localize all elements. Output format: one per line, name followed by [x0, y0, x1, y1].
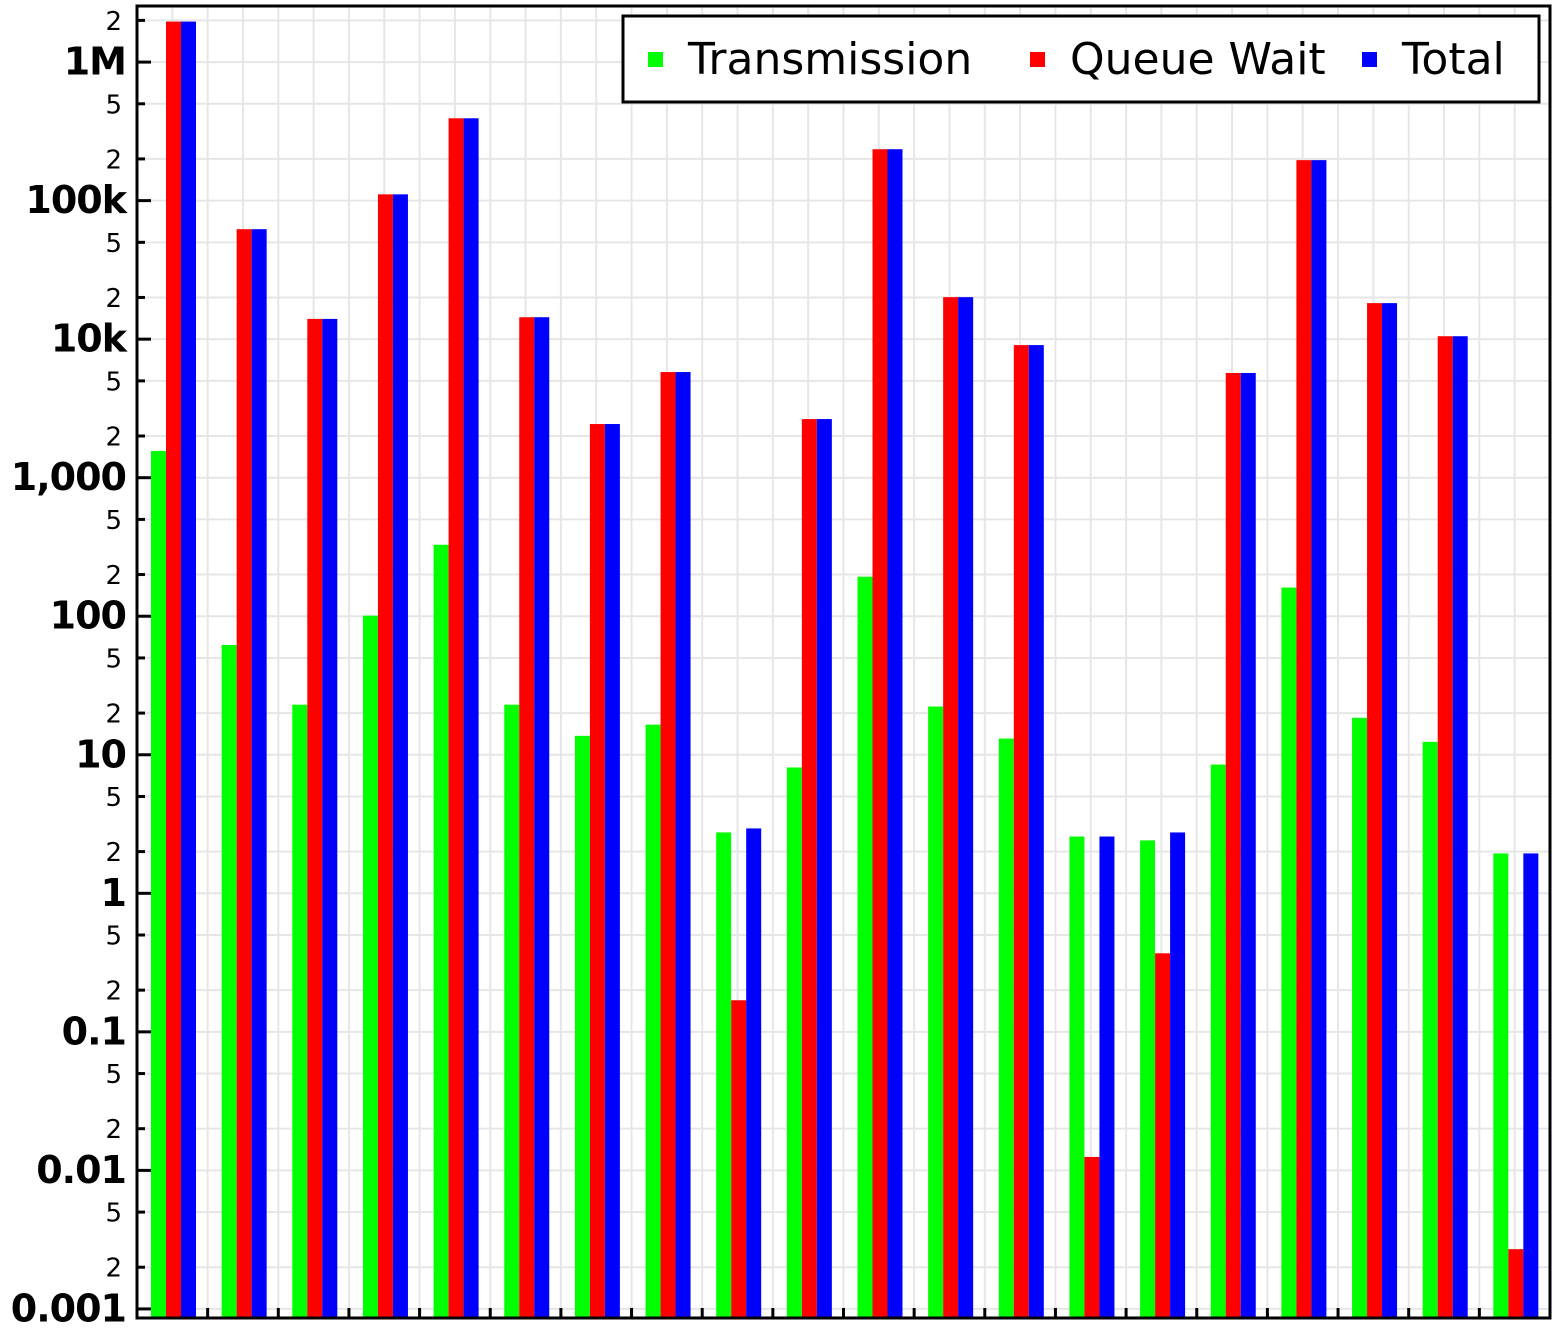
bar — [181, 21, 196, 1318]
bar — [1422, 741, 1438, 1318]
bar — [1311, 160, 1327, 1318]
bar — [1099, 836, 1115, 1318]
bar — [433, 544, 449, 1318]
bar — [574, 735, 590, 1318]
y-tick-label: 1 — [101, 871, 126, 915]
bar — [448, 118, 464, 1319]
bar — [392, 194, 408, 1318]
bar — [731, 1000, 747, 1318]
y-tick-label: 2 — [105, 284, 122, 314]
y-tick-label: 5 — [105, 367, 122, 397]
bar — [151, 450, 166, 1318]
bar — [816, 419, 832, 1318]
bar — [1452, 336, 1468, 1319]
y-tick-label: 5 — [105, 90, 122, 120]
bar — [1013, 345, 1029, 1319]
bar — [463, 118, 479, 1319]
bar — [322, 318, 338, 1318]
bar — [1493, 853, 1509, 1318]
bar — [786, 767, 802, 1318]
y-tick-label: 5 — [105, 1199, 122, 1229]
legend-marker — [1030, 52, 1045, 67]
legend-label: Total — [1401, 34, 1505, 85]
bar — [887, 149, 903, 1319]
y-tick-label: 2 — [105, 977, 122, 1007]
bar — [1155, 953, 1171, 1318]
legend-label: Queue Wait — [1070, 34, 1326, 85]
y-tick-label: 2 — [105, 1115, 122, 1145]
y-tick-label: 1,000 — [11, 455, 126, 499]
bar — [716, 832, 732, 1318]
y-tick-label: 2 — [105, 561, 122, 591]
bar — [998, 738, 1014, 1318]
y-tick-label: 10 — [75, 732, 126, 776]
y-tick-label: 5 — [105, 229, 122, 259]
y-tick-label: 100k — [25, 178, 127, 222]
y-tick-label: 5 — [105, 922, 122, 952]
bar — [857, 576, 873, 1318]
y-tick-label: 0.01 — [36, 1148, 126, 1192]
bar — [534, 317, 550, 1318]
bar — [958, 297, 974, 1319]
bar — [221, 644, 237, 1318]
bar — [604, 424, 620, 1318]
y-tick-label: 2 — [105, 422, 122, 452]
y-tick-label: 2 — [105, 7, 122, 37]
bar — [1069, 836, 1085, 1318]
y-tick-label: 1M — [64, 40, 126, 84]
legend-box — [621, 14, 1541, 104]
bar — [1508, 1249, 1524, 1318]
bar — [1225, 372, 1241, 1319]
y-tick-label: 5 — [105, 783, 122, 813]
bar — [872, 149, 888, 1319]
legend-marker — [648, 52, 663, 67]
y-tick-label: 5 — [105, 506, 122, 536]
y-tick-label: 0.001 — [11, 1286, 126, 1330]
bar — [251, 229, 267, 1318]
bar — [1240, 372, 1256, 1319]
bar — [1296, 160, 1312, 1318]
plot-frame — [135, 4, 1552, 1320]
bar — [307, 318, 323, 1318]
bar — [675, 372, 691, 1318]
bar — [928, 706, 944, 1318]
y-tick-label: 100 — [50, 594, 126, 638]
bar — [1210, 764, 1226, 1318]
bar — [1084, 1156, 1100, 1318]
bar — [1367, 303, 1383, 1318]
y-tick-label: 2 — [105, 145, 122, 175]
y-tick-label: 10k — [51, 317, 128, 361]
bar — [166, 21, 181, 1318]
legend-marker — [1362, 52, 1377, 67]
bar — [292, 704, 308, 1318]
y-tick-label: 5 — [105, 644, 122, 674]
bar — [519, 317, 535, 1318]
y-tick-label: 2 — [105, 1254, 122, 1284]
bar — [660, 372, 676, 1318]
y-tick-label: 2 — [105, 700, 122, 730]
bar — [801, 419, 817, 1318]
bar — [1382, 303, 1398, 1318]
bar — [1170, 832, 1186, 1318]
bar — [589, 424, 605, 1318]
bar — [1140, 840, 1156, 1318]
bar — [1523, 853, 1539, 1318]
bar — [1028, 345, 1044, 1319]
bar — [504, 704, 520, 1318]
bar — [1352, 717, 1368, 1318]
bar — [1437, 336, 1453, 1319]
bar — [1281, 587, 1297, 1318]
bar — [236, 229, 252, 1318]
legend: Transmission Queue Wait Total — [621, 14, 1541, 104]
y-tick-label: 0.1 — [62, 1009, 126, 1053]
legend-label: Transmission — [687, 34, 972, 85]
bar — [362, 615, 378, 1318]
bar — [746, 828, 762, 1318]
y-tick-label: 5 — [105, 1060, 122, 1090]
y-tick-label: 2 — [105, 838, 122, 868]
bar — [377, 194, 393, 1318]
bar — [645, 724, 661, 1318]
bar — [943, 297, 959, 1319]
